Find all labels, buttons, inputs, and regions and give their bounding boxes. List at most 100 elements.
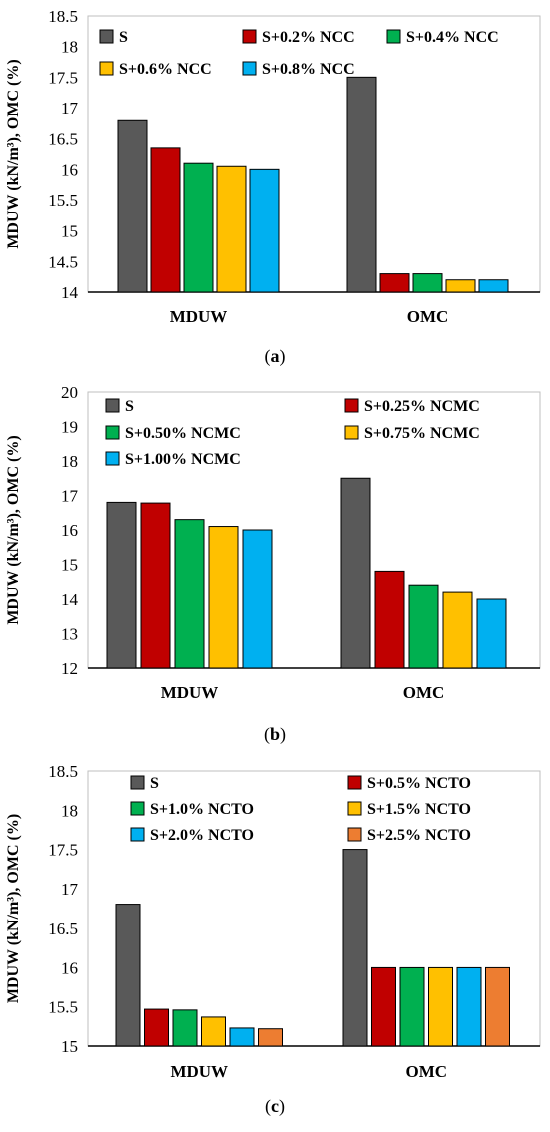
- legend-swatch: [344, 398, 359, 413]
- y-tick-label: 17.5: [48, 841, 78, 860]
- bar-mduw-series-4: [201, 1016, 226, 1047]
- y-tick-label: 15.5: [48, 191, 78, 210]
- legend-label: S+0.2% NCC: [262, 29, 355, 46]
- bar-omc-series-1: [342, 849, 368, 1047]
- legend-swatch: [130, 775, 145, 790]
- caption-letter: a: [271, 346, 280, 366]
- legend-swatch: [99, 61, 114, 76]
- legend-label: S+0.8% NCC: [262, 61, 355, 78]
- bar-omc-series-3: [408, 584, 439, 669]
- legend-swatch: [99, 29, 114, 44]
- y-tick-label: 20: [61, 383, 78, 402]
- legend-label: S+1.00% NCMC: [125, 451, 241, 468]
- legend-label: S+1.0% NCTO: [150, 801, 254, 818]
- bar-omc-series-1: [346, 76, 377, 293]
- panel-caption: (b): [264, 724, 286, 745]
- legend-swatch: [386, 29, 401, 44]
- y-tick-label: 13: [61, 625, 78, 644]
- caption-close: ): [279, 1096, 285, 1117]
- legend-label: S+2.5% NCTO: [367, 827, 471, 844]
- y-tick-label: 12: [61, 659, 78, 678]
- y-tick-label: 14: [61, 283, 79, 302]
- bar-omc-series-5: [476, 598, 507, 669]
- y-tick-label: 16: [61, 521, 78, 540]
- legend-swatch: [347, 801, 362, 816]
- legend-swatch: [105, 425, 120, 440]
- y-tick-label: 17: [61, 99, 79, 118]
- y-tick-label: 18: [61, 801, 78, 820]
- panel-caption: (a): [265, 346, 286, 367]
- legend-swatch: [242, 61, 257, 76]
- legend-label: S+0.25% NCMC: [364, 398, 480, 415]
- chart-panel-a: 14 14.5 15 15.5 16 16.5 17 17.5 18 18.5 MDUW (kN/m…: [5, 7, 541, 367]
- bar-omc-series-6: [485, 966, 510, 1047]
- y-tick-label: 18.5: [48, 762, 78, 781]
- bar-mduw-series-3: [174, 519, 205, 669]
- category-label-mduw: MDUW: [170, 1062, 228, 1081]
- bar-omc-series-1: [340, 477, 371, 669]
- category-label-omc: OMC: [405, 1062, 447, 1081]
- legend-label: S+0.50% NCMC: [125, 425, 241, 442]
- legend-label: S: [125, 398, 134, 415]
- legend-label: S+2.0% NCTO: [150, 827, 254, 844]
- bar-omc-series-4: [442, 591, 473, 669]
- bar-mduw-series-1: [117, 119, 148, 293]
- y-tick-label: 15.5: [48, 998, 78, 1017]
- y-axis-title: MDUW (kN/m³), OMC (%): [5, 59, 22, 248]
- y-axis-title: MDUW (kN/m³), OMC (%): [5, 814, 22, 1003]
- caption-open: (: [264, 724, 270, 745]
- bar-mduw-series-1: [115, 904, 141, 1047]
- legend-label: S+0.6% NCC: [119, 61, 212, 78]
- y-tick-label: 19: [61, 418, 78, 437]
- y-tick-label: 17: [61, 487, 79, 506]
- legend-swatch: [105, 451, 120, 466]
- bar-omc-series-3: [412, 273, 443, 293]
- bar-mduw-series-5: [249, 168, 280, 293]
- bar-mduw-series-1: [106, 501, 137, 669]
- y-tick-label: 17: [61, 880, 79, 899]
- legend-swatch: [130, 801, 145, 816]
- y-tick-label: 14: [61, 590, 79, 609]
- y-tick-label: 15: [61, 222, 78, 241]
- bar-mduw-series-2: [140, 502, 171, 669]
- bar-mduw-series-2: [144, 1008, 169, 1047]
- bar-mduw-series-5: [242, 529, 273, 669]
- legend-swatch: [347, 775, 362, 790]
- bar-mduw-series-3: [172, 1009, 198, 1047]
- y-tick-label: 16.5: [48, 919, 78, 938]
- caption-open: (: [265, 1096, 271, 1117]
- legend-label: S: [119, 29, 128, 46]
- legend-swatch: [344, 425, 359, 440]
- legend-swatch: [105, 398, 120, 413]
- bar-mduw-series-4: [208, 526, 239, 669]
- y-tick-label: 18: [61, 452, 78, 471]
- y-tick-label: 16.5: [48, 130, 78, 149]
- panel-caption: (c): [265, 1096, 285, 1117]
- legend-swatch: [347, 827, 362, 842]
- chart-panel-c: 15 15.5 16 16.5 17 17.5 18 18.5 MDUW (kN/m³), OM…: [5, 762, 541, 1117]
- caption-close: ): [280, 346, 286, 367]
- bar-mduw-series-4: [216, 165, 247, 293]
- category-label-omc: OMC: [407, 307, 449, 326]
- y-tick-label: 18.5: [48, 7, 78, 26]
- bar-mduw-series-3: [183, 162, 214, 293]
- bar-mduw-series-5: [229, 1027, 255, 1047]
- category-label-omc: OMC: [403, 683, 445, 702]
- y-tick-label: 14.5: [48, 252, 78, 271]
- legend-label: S+0.75% NCMC: [364, 425, 480, 442]
- legend-label: S: [150, 775, 159, 792]
- bar-omc-series-5: [478, 279, 509, 293]
- y-tick-label: 15: [61, 1037, 78, 1056]
- legend-label: S+1.5% NCTO: [367, 801, 471, 818]
- legend-label: S+0.5% NCTO: [367, 775, 471, 792]
- legend-swatch: [242, 29, 257, 44]
- category-label-mduw: MDUW: [170, 307, 228, 326]
- y-tick-label: 18: [61, 38, 78, 57]
- caption-letter: b: [270, 724, 280, 744]
- bar-mduw-series-2: [150, 147, 181, 293]
- bar-omc-series-2: [379, 273, 410, 293]
- y-tick-label: 17.5: [48, 68, 78, 87]
- caption-open: (: [265, 346, 271, 367]
- y-tick-label: 16: [61, 958, 78, 977]
